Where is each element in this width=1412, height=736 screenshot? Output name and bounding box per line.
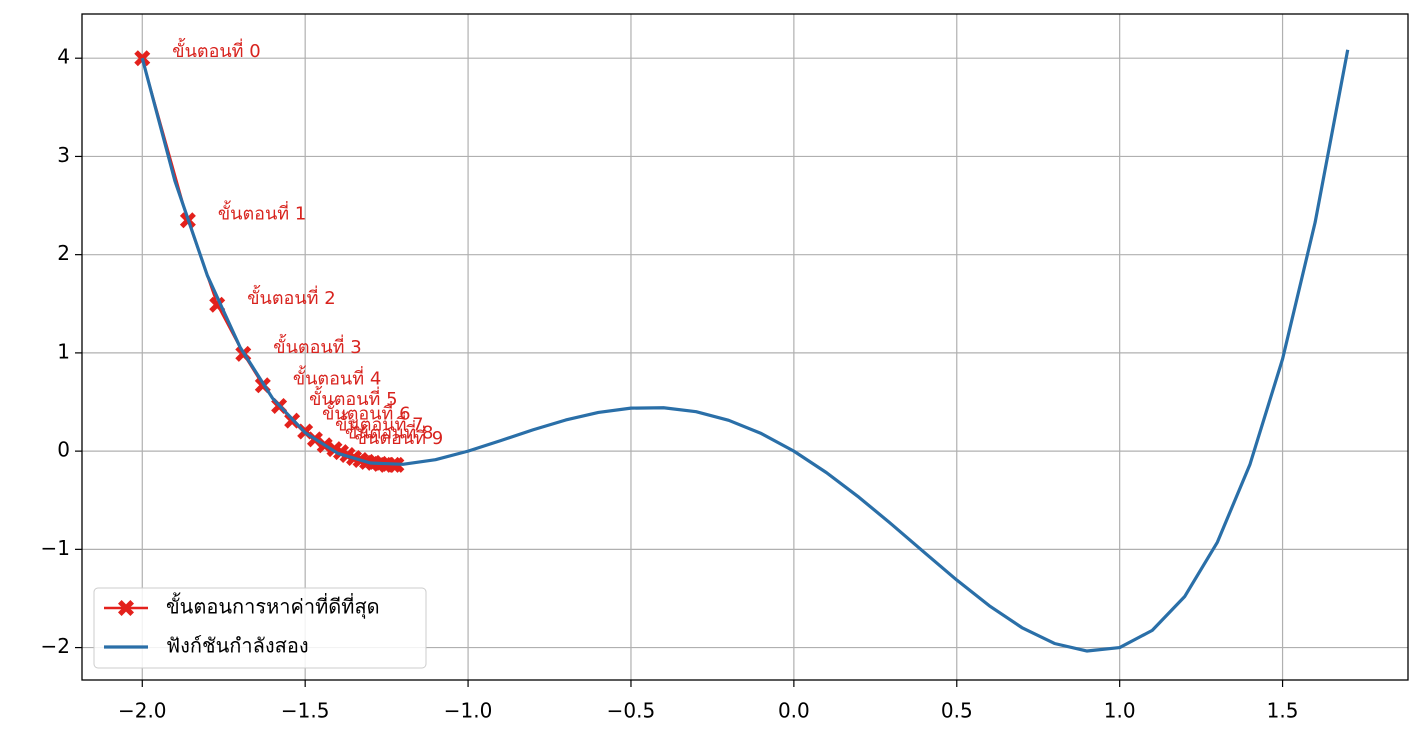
annotation: ขั้นตอนที่ 0	[172, 38, 260, 62]
y-tick-label: −2	[41, 634, 70, 658]
x-tick-label: −0.5	[607, 699, 656, 723]
y-tick-label: −1	[41, 536, 70, 560]
annotation: ขั้นตอนที่ 5	[309, 386, 397, 410]
legend-label: ฟังก์ชันกำลังสอง	[166, 634, 309, 658]
annotation: ขั้นตอนที่ 4	[293, 365, 381, 389]
y-tick-label: 4	[57, 45, 70, 69]
annotation: ขั้นตอนที่ 1	[218, 200, 306, 224]
x-tick-label: 0.0	[778, 699, 810, 723]
annotation: ขั้นตอนที่ 7	[335, 411, 423, 435]
plot-frame	[81, 13, 1409, 681]
annotation: ขั้นตอนที่ 3	[273, 334, 361, 358]
x-tick-label: −1.5	[281, 699, 330, 723]
x-tick-label: −1.0	[444, 699, 493, 723]
y-tick-label: 0	[57, 438, 70, 462]
legend-label: ขั้นตอนการหาค่าที่ดีที่สุด	[166, 593, 380, 620]
annotation: ขั้นตอนที่ 2	[247, 285, 335, 309]
annotation: ขั้นตอนที่ 9	[355, 425, 443, 449]
x-tick-label: 1.0	[1104, 699, 1136, 723]
y-tick-label: 3	[57, 143, 70, 167]
x-tick-label: 1.5	[1267, 699, 1299, 723]
legend-marker	[118, 600, 134, 616]
x-tick-label: 0.5	[941, 699, 973, 723]
legend: ขั้นตอนการหาค่าที่ดีที่สุดฟังก์ชันกำลังส…	[93, 587, 427, 669]
annotation: ขั้นตอนที่ 6	[322, 401, 410, 425]
legend-box	[93, 587, 427, 669]
annotation: ขั้นตอนที่ 8	[345, 419, 433, 443]
y-tick-label: 1	[57, 339, 70, 363]
y-tick-label: 2	[57, 241, 70, 265]
x-tick-label: −2.0	[118, 699, 167, 723]
point-marker	[134, 50, 151, 67]
series-line	[140, 49, 1350, 653]
